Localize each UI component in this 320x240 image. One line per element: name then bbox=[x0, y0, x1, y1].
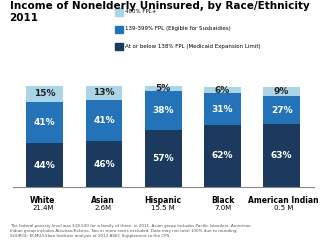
Text: Hispanic: Hispanic bbox=[145, 196, 182, 204]
Bar bbox=[263, 96, 300, 124]
Bar bbox=[204, 87, 241, 93]
Text: Black: Black bbox=[212, 196, 235, 204]
Text: 6%: 6% bbox=[215, 86, 230, 95]
Text: 21.4M: 21.4M bbox=[32, 205, 54, 211]
Bar bbox=[27, 102, 63, 143]
Text: 46%: 46% bbox=[93, 160, 115, 168]
Bar bbox=[204, 93, 241, 125]
Bar bbox=[27, 86, 63, 102]
Text: 27%: 27% bbox=[271, 106, 292, 114]
Text: 13%: 13% bbox=[93, 89, 115, 97]
Text: Income of Nonelderly Uninsured, by Race/Ethnicity
2011: Income of Nonelderly Uninsured, by Race/… bbox=[10, 1, 309, 23]
Bar bbox=[145, 130, 181, 187]
Text: The federal poverty level was $18,530 for a family of three  in 2011. Asian grou: The federal poverty level was $18,530 fo… bbox=[10, 224, 250, 238]
Bar bbox=[204, 125, 241, 187]
Text: 400% FPL+: 400% FPL+ bbox=[125, 9, 156, 14]
Text: At or below 138% FPL (Medicaid Expansion Limit): At or below 138% FPL (Medicaid Expansion… bbox=[125, 44, 260, 48]
Text: 9%: 9% bbox=[274, 87, 289, 96]
Text: 57%: 57% bbox=[152, 154, 174, 163]
Text: 63%: 63% bbox=[271, 151, 292, 160]
Text: 15%: 15% bbox=[34, 90, 56, 98]
Text: American Indian: American Indian bbox=[248, 196, 319, 204]
Text: Asian: Asian bbox=[91, 196, 115, 204]
Bar bbox=[263, 124, 300, 187]
Bar bbox=[263, 87, 300, 96]
Bar bbox=[86, 141, 122, 187]
Text: 15.5 M: 15.5 M bbox=[151, 205, 175, 211]
Text: 5%: 5% bbox=[156, 84, 171, 93]
Text: 41%: 41% bbox=[93, 116, 115, 125]
Text: 139-399% FPL (Eligible for Susbaidies): 139-399% FPL (Eligible for Susbaidies) bbox=[125, 26, 230, 31]
Text: 2.6M: 2.6M bbox=[94, 205, 112, 211]
Text: 31%: 31% bbox=[212, 105, 233, 114]
Text: White: White bbox=[30, 196, 56, 204]
Text: 62%: 62% bbox=[212, 151, 233, 161]
Text: 38%: 38% bbox=[152, 106, 174, 115]
Bar bbox=[145, 91, 181, 130]
Text: 0.5 M: 0.5 M bbox=[274, 205, 293, 211]
Bar bbox=[86, 86, 122, 100]
Text: 41%: 41% bbox=[34, 118, 56, 127]
Text: 44%: 44% bbox=[34, 161, 56, 169]
Bar bbox=[86, 100, 122, 141]
Bar bbox=[145, 86, 181, 91]
Bar bbox=[27, 143, 63, 187]
Text: 7.0M: 7.0M bbox=[215, 205, 232, 211]
